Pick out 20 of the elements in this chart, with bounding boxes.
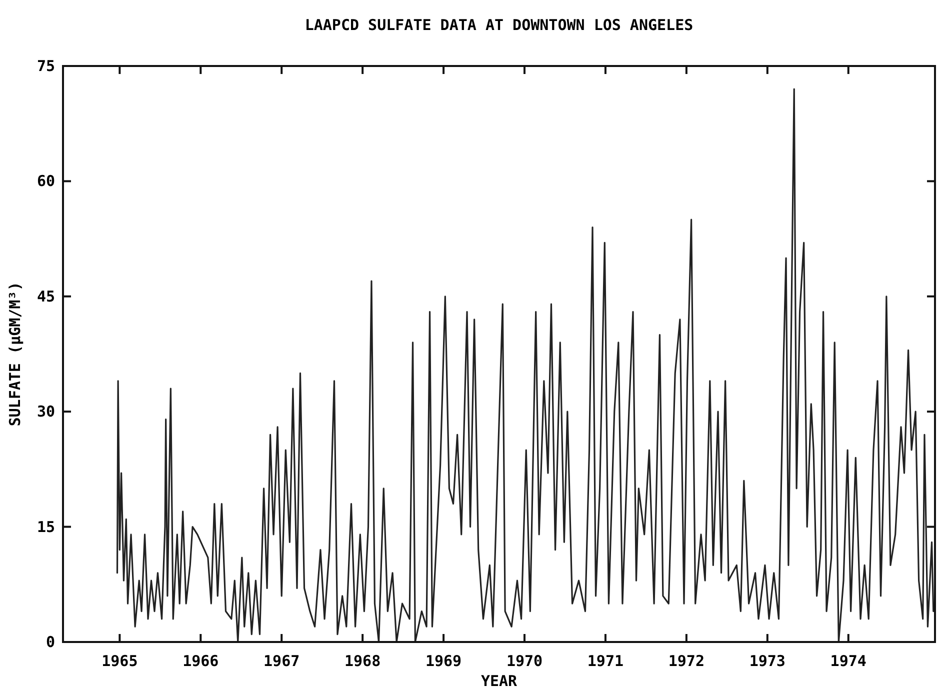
line-series	[116, 88, 934, 643]
x-tick-label: 1969	[425, 652, 462, 670]
x-tick-label: 1970	[506, 652, 543, 670]
x-tick-label: 1968	[344, 652, 381, 670]
y-axis-title: SULFATE (μGM/M³)	[6, 282, 24, 426]
y-tick-label: 75	[36, 57, 55, 75]
x-tick-label: 1972	[668, 652, 704, 670]
y-tick-label: 60	[36, 172, 55, 190]
y-tick-label: 30	[36, 402, 55, 421]
x-tick-label: 1974	[830, 652, 866, 670]
x-tick-label: 1973	[749, 652, 786, 670]
x-tick-label: 1967	[264, 652, 300, 670]
x-tick-label: 1971	[587, 652, 624, 670]
y-tick-label: 45	[36, 287, 55, 306]
x-tick-label: 1966	[182, 652, 219, 670]
y-tick-label: 15	[36, 518, 55, 536]
chart-title: LAAPCD SULFATE DATA AT DOWNTOWN LOS ANGELES	[304, 16, 694, 34]
x-tick-label: 1965	[102, 652, 138, 670]
y-tick-label: 0	[46, 633, 55, 651]
x-axis-title: YEAR	[480, 672, 518, 690]
